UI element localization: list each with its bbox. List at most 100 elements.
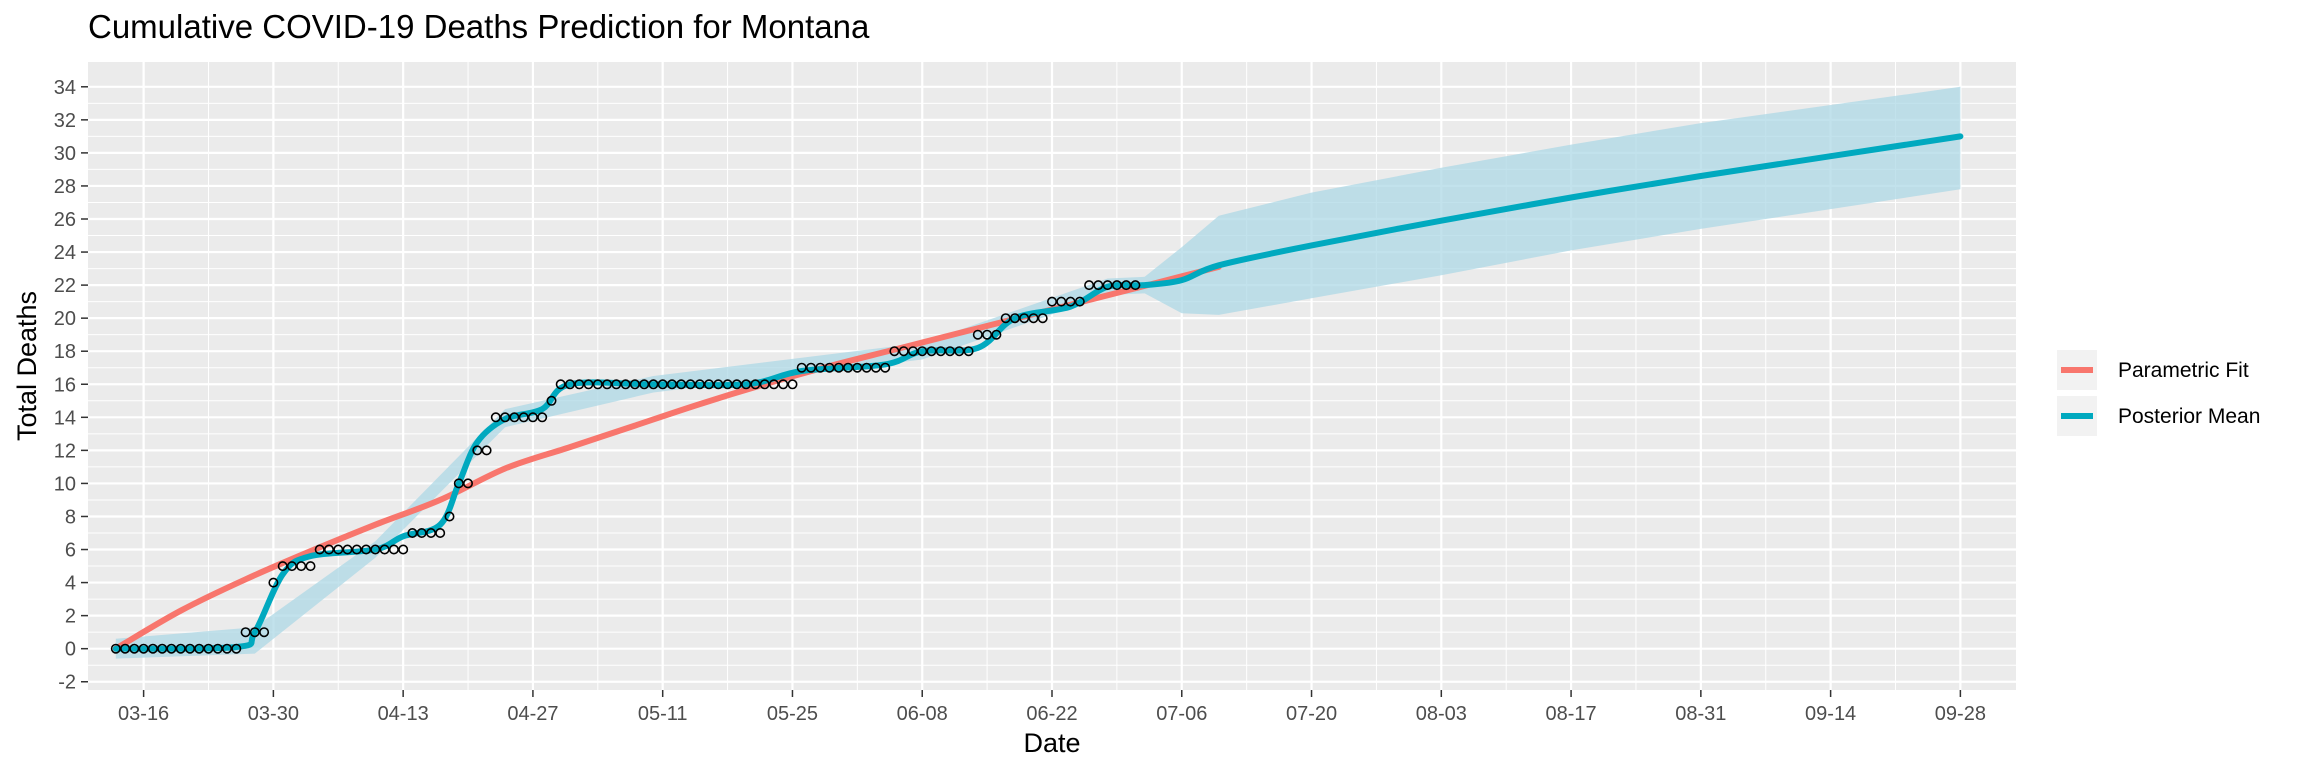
observed-point	[120, 643, 131, 654]
observed-point	[203, 643, 214, 654]
observed-point	[907, 346, 918, 357]
observed-point	[1130, 280, 1141, 291]
observed-point	[185, 643, 196, 654]
y-tick-label: 30	[54, 143, 76, 165]
observed-point	[666, 379, 677, 390]
observed-point	[527, 412, 538, 423]
observed-point	[824, 362, 835, 373]
y-tick-label: 22	[54, 275, 76, 297]
observed-point	[722, 379, 733, 390]
observed-point	[592, 379, 603, 390]
observed-point	[323, 544, 334, 555]
observed-point	[462, 478, 473, 489]
y-tick-label: 14	[54, 407, 76, 429]
observed-point	[741, 379, 752, 390]
observed-point	[138, 643, 149, 654]
observed-point	[620, 379, 631, 390]
observed-point	[166, 643, 177, 654]
x-tick-label: 05-25	[767, 703, 818, 725]
observed-point	[157, 643, 168, 654]
observed-point	[898, 346, 909, 357]
observed-point	[398, 544, 409, 555]
x-tick-label: 09-28	[1935, 703, 1986, 725]
observed-point	[759, 379, 770, 390]
observed-point	[555, 379, 566, 390]
observed-point	[972, 329, 983, 340]
y-tick-label: 8	[65, 506, 76, 528]
y-tick-label: 6	[65, 540, 76, 562]
observed-point	[750, 379, 761, 390]
observed-point	[815, 362, 826, 373]
observed-point	[991, 329, 1002, 340]
x-tick-label: 03-16	[118, 703, 169, 725]
observed-point	[833, 362, 844, 373]
observed-point	[286, 561, 297, 572]
y-tick-label: 2	[65, 606, 76, 628]
observed-point	[546, 395, 557, 406]
observed-point	[1102, 280, 1113, 291]
observed-point	[333, 544, 344, 555]
observed-point	[935, 346, 946, 357]
observed-point	[870, 362, 881, 373]
observed-point	[194, 643, 205, 654]
observed-point	[1047, 296, 1058, 307]
y-tick-label: 20	[54, 308, 76, 330]
legend: Parametric Fit Posterior Mean	[2057, 350, 2260, 436]
y-tick-label: 16	[54, 374, 76, 396]
observed-point	[963, 346, 974, 357]
observed-point	[805, 362, 816, 373]
observed-point	[129, 643, 140, 654]
observed-point	[444, 511, 455, 522]
observed-point	[778, 379, 789, 390]
observed-point	[110, 643, 121, 654]
observed-point	[1000, 313, 1011, 324]
y-tick-label: 4	[65, 573, 76, 595]
observed-point	[314, 544, 325, 555]
observed-point	[231, 643, 242, 654]
y-axis-title: Total Deaths	[12, 291, 42, 441]
observed-point	[370, 544, 381, 555]
observed-point	[574, 379, 585, 390]
observed-point	[629, 379, 640, 390]
observed-point	[435, 527, 446, 538]
observed-point	[240, 627, 251, 638]
chart-title: Cumulative COVID-19 Deaths Prediction fo…	[88, 8, 870, 45]
series-line-posterior-mean	[112, 133, 1964, 652]
observed-point	[305, 561, 316, 572]
y-tick-label: 0	[65, 639, 76, 661]
observed-point	[602, 379, 613, 390]
observed-point	[472, 445, 483, 456]
observed-point	[944, 346, 955, 357]
observed-point	[787, 379, 798, 390]
observed-point	[703, 379, 714, 390]
observed-point	[889, 346, 900, 357]
observed-point	[453, 478, 464, 489]
observed-point	[212, 643, 223, 654]
observed-point	[796, 362, 807, 373]
y-tick-label: -2	[58, 672, 76, 694]
observed-point	[713, 379, 724, 390]
x-tick-label: 07-20	[1286, 703, 1337, 725]
legend-label-parametric-fit: Parametric Fit	[2118, 359, 2249, 382]
y-tick-label: 18	[54, 341, 76, 363]
observed-point	[768, 379, 779, 390]
observed-point	[500, 412, 511, 423]
observed-point	[880, 362, 891, 373]
observed-point	[342, 544, 353, 555]
observed-point	[1037, 313, 1048, 324]
observed-point	[268, 577, 279, 588]
credible-band	[115, 86, 1961, 659]
observed-point	[379, 544, 390, 555]
observed-point	[147, 643, 158, 654]
observed-point	[657, 379, 668, 390]
observed-point	[1009, 313, 1020, 324]
x-tick-label: 07-06	[1156, 703, 1207, 725]
observed-point	[843, 362, 854, 373]
observed-point	[481, 445, 492, 456]
observed-point	[1065, 296, 1076, 307]
observed-point	[249, 627, 260, 638]
x-axis: 03-16 03-30 04-13 04-27 05-11 05-25 06-08 06-22…	[118, 690, 1986, 725]
x-tick-label: 04-13	[378, 703, 429, 725]
